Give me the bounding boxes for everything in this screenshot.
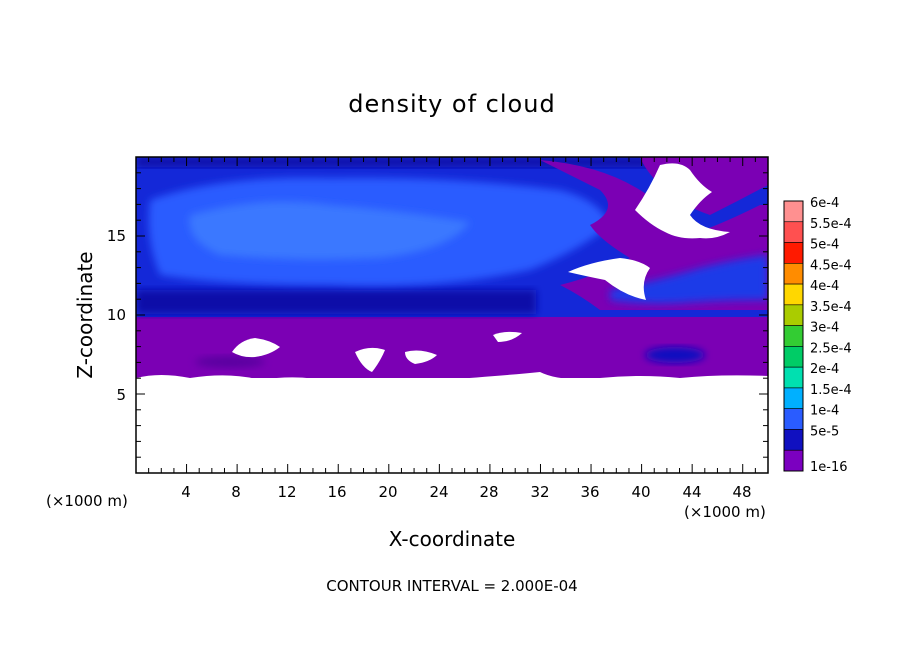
colorbar-label: 3.5e-4 (810, 300, 852, 315)
colorbar-swatch (783, 325, 804, 347)
colorbar-swatch (783, 408, 804, 430)
x-axis-label: X-coordinate (389, 527, 516, 551)
colorbar-swatch (783, 304, 804, 326)
colorbar-swatch (783, 221, 804, 243)
x-tick-label: 16 (327, 483, 346, 501)
colorbar-swatch (783, 263, 804, 285)
colorbar-swatch (783, 429, 804, 451)
colorbar-label: 1e-16 (810, 460, 848, 475)
colorbar-swatch (783, 346, 804, 368)
dark-blue-blob (645, 347, 705, 363)
x-tick-label: 8 (231, 483, 241, 501)
x-tick-label: 32 (530, 483, 549, 501)
colorbar-label: 4.5e-4 (810, 258, 852, 273)
y-tick-label: 15 (107, 227, 126, 245)
colorbar-label: 5e-5 (810, 424, 839, 439)
colorbar-label: 3e-4 (810, 321, 839, 336)
clear-hole-6 (635, 163, 730, 239)
colorbar-label: 2e-4 (810, 362, 839, 377)
colorbar-label: 1.5e-4 (810, 383, 852, 398)
colorbar-swatch (783, 200, 804, 223)
x-tick-label: 48 (732, 483, 751, 501)
x-unit-label: (×1000 m) (684, 503, 766, 521)
clear-hole-4 (493, 331, 522, 342)
contour-field (136, 157, 768, 473)
chart-title: density of cloud (348, 90, 555, 118)
colorbar-swatch (783, 283, 804, 306)
y-unit-label: (×1000 m) (46, 492, 128, 510)
x-tick-label: 12 (277, 483, 296, 501)
clear-hole-1 (232, 338, 280, 358)
colorbar: 6e-4 5.5e-4 5e-4 4.5e-4 4e-4 3.5e-4 3e-4 2.5e-4… (783, 196, 852, 475)
x-tick-label: 40 (631, 483, 650, 501)
x-tick-label: 24 (429, 483, 448, 501)
y-tick-label: 5 (116, 386, 126, 404)
colorbar-frame (783, 200, 804, 472)
colorbar-label: 2.5e-4 (810, 341, 852, 356)
light-blue-patch (189, 201, 470, 260)
colorbar-label: 5e-4 (810, 238, 839, 253)
x-tick-labels: 4 8 12 16 20 24 28 32 36 40 44 48 (181, 483, 751, 501)
clear-hole-5 (568, 258, 650, 300)
colorbar-label: 1e-4 (810, 404, 839, 419)
colorbar-swatch (783, 449, 804, 472)
clear-air-below (136, 372, 768, 473)
clear-hole-2 (355, 347, 385, 372)
clear-hole-3 (405, 350, 437, 364)
x-tick-label: 44 (682, 483, 701, 501)
colorbar-label: 6e-4 (810, 196, 839, 211)
dark-blue-rim (136, 290, 536, 314)
x-tick-label: 4 (181, 483, 191, 501)
colorbar-swatch (783, 387, 804, 409)
colorbar-label: 5.5e-4 (810, 217, 852, 232)
contour-interval-text: CONTOUR INTERVAL = 2.000E-04 (326, 577, 577, 595)
y-axis-label: Z-coordinate (73, 251, 97, 378)
x-tick-label: 36 (580, 483, 599, 501)
dark-purple-blob (195, 356, 265, 368)
colorbar-label: 4e-4 (810, 279, 839, 294)
blue-streak-right (610, 255, 768, 304)
x-tick-label: 28 (479, 483, 498, 501)
axis-ticks (136, 157, 768, 473)
colorbar-swatch (783, 242, 804, 264)
y-tick-label: 10 (107, 306, 126, 324)
colorbar-swatch (783, 366, 804, 389)
x-tick-label: 20 (378, 483, 397, 501)
